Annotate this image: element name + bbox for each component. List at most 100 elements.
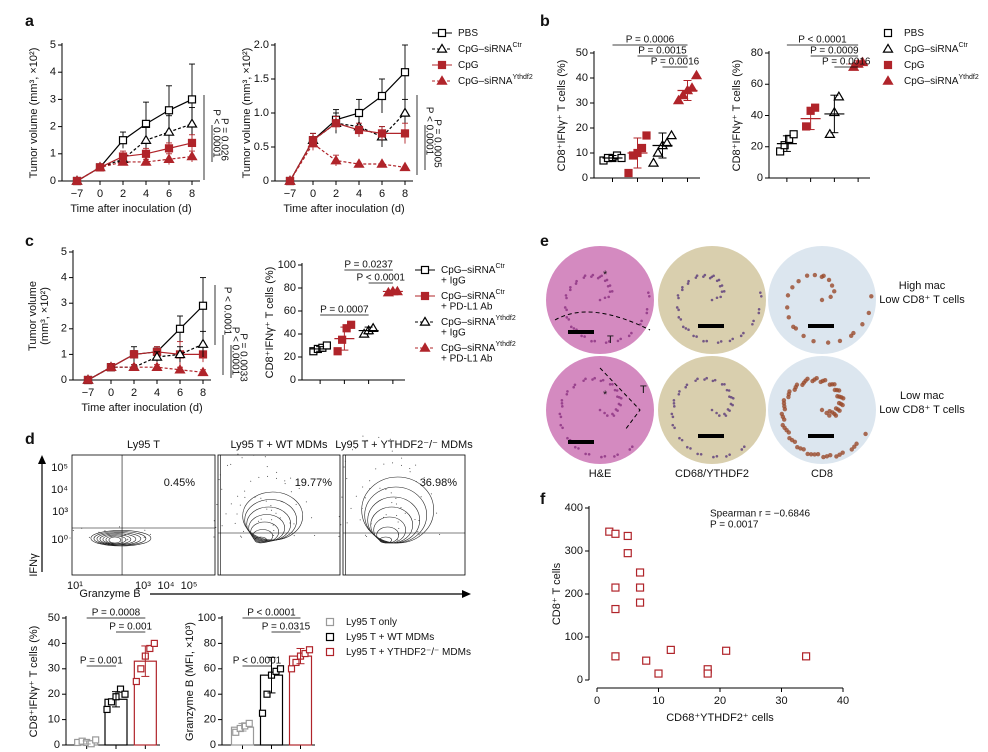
y-tick-label: 4 bbox=[50, 66, 56, 78]
cell bbox=[598, 408, 602, 412]
event bbox=[290, 491, 292, 493]
marker bbox=[802, 122, 811, 131]
cell bbox=[828, 452, 833, 458]
contour bbox=[102, 534, 132, 545]
event bbox=[221, 525, 223, 527]
cell bbox=[574, 282, 578, 285]
cell bbox=[792, 439, 798, 444]
cell bbox=[826, 277, 832, 283]
marker bbox=[637, 143, 647, 153]
p-value: P < 0.0001 bbox=[233, 656, 282, 667]
cell bbox=[681, 325, 685, 329]
marker bbox=[325, 617, 335, 627]
contour bbox=[108, 536, 122, 544]
row-label: High mac bbox=[899, 280, 946, 292]
p-value: P < 0.0001 bbox=[221, 287, 232, 336]
event bbox=[124, 534, 126, 536]
cell bbox=[785, 293, 791, 298]
event bbox=[343, 466, 345, 468]
marker bbox=[164, 144, 174, 153]
point bbox=[703, 669, 712, 678]
event bbox=[149, 533, 151, 535]
y-tick-label: 400 bbox=[565, 502, 583, 514]
y-axis-label: CD8⁺IFNγ⁺ T cells (%) bbox=[264, 267, 276, 379]
cell bbox=[608, 383, 612, 386]
panel-letter: a bbox=[25, 13, 34, 30]
y-tick-label: 2.0 bbox=[254, 39, 269, 51]
event bbox=[72, 529, 74, 531]
x-tick-label: 2 bbox=[120, 188, 126, 200]
event bbox=[237, 453, 239, 455]
cell bbox=[617, 402, 621, 406]
cell bbox=[694, 379, 697, 383]
marker bbox=[420, 291, 430, 301]
cell bbox=[565, 316, 569, 319]
event bbox=[81, 527, 83, 529]
cell bbox=[600, 455, 603, 459]
event bbox=[359, 519, 361, 521]
cell bbox=[720, 383, 724, 386]
event bbox=[404, 512, 406, 514]
cell bbox=[827, 409, 832, 414]
event bbox=[415, 464, 417, 466]
cell bbox=[715, 411, 718, 415]
x-tick-label: 4 bbox=[356, 188, 362, 200]
event bbox=[401, 457, 403, 459]
event bbox=[368, 528, 370, 530]
cell bbox=[866, 310, 872, 316]
event bbox=[292, 532, 294, 534]
event bbox=[338, 516, 340, 518]
cell bbox=[587, 452, 591, 456]
cell bbox=[648, 294, 651, 298]
cell bbox=[569, 285, 572, 289]
cell bbox=[559, 423, 563, 427]
cell bbox=[679, 318, 683, 321]
event bbox=[239, 504, 241, 506]
cell bbox=[603, 296, 607, 300]
cell bbox=[705, 376, 708, 380]
marker bbox=[117, 156, 129, 166]
event bbox=[305, 501, 307, 503]
row-label: Low CD8⁺ T cells bbox=[879, 294, 965, 306]
event bbox=[385, 488, 387, 490]
cell bbox=[729, 402, 733, 406]
event bbox=[369, 480, 371, 482]
y-axis-label: CD8⁺ T cells bbox=[551, 562, 563, 625]
flow-percent: 0.45% bbox=[164, 477, 195, 489]
marker bbox=[399, 107, 411, 117]
cell bbox=[599, 379, 603, 383]
event bbox=[340, 524, 342, 526]
event bbox=[341, 496, 343, 498]
cell bbox=[584, 452, 587, 456]
x-axis-label: CD68⁺YTHDF2⁺ cells bbox=[666, 712, 774, 724]
marker bbox=[307, 137, 319, 148]
marker bbox=[94, 161, 106, 172]
marker bbox=[175, 324, 185, 333]
p-value: P < 0.0001 bbox=[247, 608, 296, 619]
cell bbox=[836, 400, 842, 406]
x-axis-label: Granzyme B bbox=[79, 588, 140, 600]
event bbox=[289, 522, 291, 524]
cell bbox=[678, 436, 681, 440]
cell bbox=[722, 290, 726, 293]
event bbox=[215, 526, 217, 528]
y-axis-label: Tumor volume (mm³, ×10²) bbox=[28, 48, 40, 179]
cell bbox=[559, 415, 563, 419]
cell bbox=[591, 378, 594, 381]
event bbox=[430, 493, 432, 495]
legend-sup: Ythdf2 bbox=[495, 341, 515, 348]
series-line bbox=[289, 112, 406, 182]
y-tick-label: 80 bbox=[284, 282, 296, 294]
legend-sup: Ythdf2 bbox=[495, 315, 515, 322]
event bbox=[258, 476, 260, 478]
x-tick-label: −7 bbox=[284, 188, 297, 200]
cell bbox=[672, 402, 676, 405]
scale-bar bbox=[568, 440, 594, 444]
event bbox=[264, 456, 266, 458]
p-value: P < 0.0001 bbox=[357, 273, 406, 284]
y-tick-label: 40 bbox=[751, 109, 763, 121]
marker bbox=[437, 28, 447, 38]
cell bbox=[710, 408, 714, 412]
cell bbox=[716, 341, 720, 344]
flow-title: Ly95 T + WT MDMs bbox=[230, 439, 328, 451]
